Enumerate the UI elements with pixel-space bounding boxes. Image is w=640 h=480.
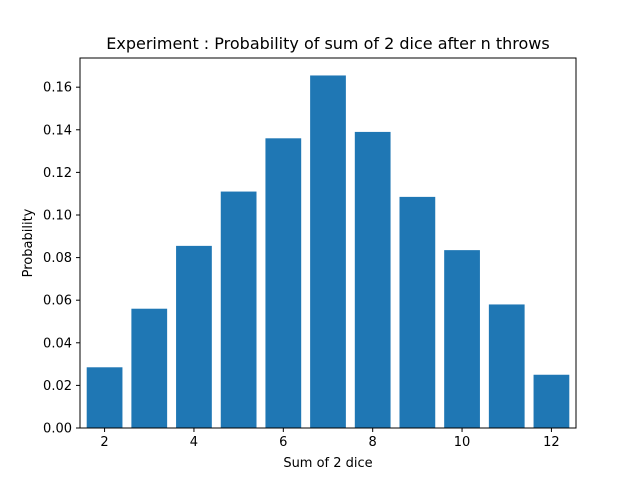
- x-axis: 2 4 6 8 10 12: [100, 428, 560, 450]
- x-tick-label: 8: [369, 435, 377, 450]
- x-axis-label: Sum of 2 dice: [283, 456, 372, 471]
- bar-sum-11: [488, 304, 525, 428]
- bars-group: [86, 75, 570, 429]
- y-tick-label: 0.08: [43, 251, 72, 266]
- y-tick-label: 0.04: [43, 336, 72, 351]
- x-tick-label: 10: [454, 435, 471, 450]
- y-tick-label: 0.06: [43, 294, 72, 309]
- y-tick-label: 0.12: [43, 166, 72, 181]
- bar-sum-10: [444, 250, 480, 428]
- bar-sum-6: [265, 138, 302, 429]
- x-tick-label: 2: [100, 435, 108, 450]
- x-tick-label: 12: [543, 435, 560, 450]
- y-tick-label: 0.14: [43, 123, 72, 138]
- bar-sum-5: [220, 191, 257, 428]
- y-tick-label: 0.16: [43, 81, 72, 96]
- y-tick-label: 0.02: [43, 379, 72, 394]
- bar-sum-3: [131, 308, 168, 428]
- y-axis-label: Probability: [21, 208, 36, 277]
- bar-sum-12: [533, 374, 570, 428]
- chart-title: Experiment : Probability of sum of 2 dic…: [106, 34, 549, 53]
- y-axis: 0.00 0.02 0.04 0.06 0.08 0.10 0.12 0.14 0.16: [43, 81, 80, 437]
- y-tick-label: 0.10: [43, 208, 72, 223]
- bar-sum-7: [310, 75, 346, 429]
- bar-sum-8: [354, 131, 391, 428]
- bar-sum-2: [86, 367, 123, 428]
- y-tick-label: 0.00: [43, 422, 72, 437]
- bar-sum-9: [399, 196, 436, 428]
- x-tick-label: 6: [279, 435, 287, 450]
- bar-sum-4: [176, 245, 212, 428]
- plot-frame: [79, 57, 577, 429]
- x-tick-label: 4: [190, 435, 198, 450]
